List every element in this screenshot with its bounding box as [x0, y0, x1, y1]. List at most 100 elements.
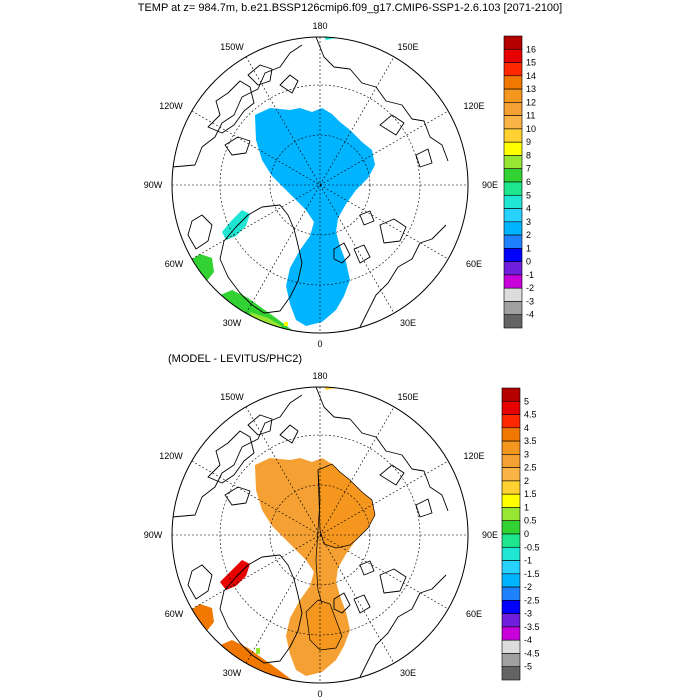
bottom-colorbar-box — [501, 480, 521, 495]
top-colorbar-label: 10 — [526, 124, 536, 134]
top-colorbar-box — [503, 128, 523, 143]
top-colorbar-box — [503, 287, 523, 302]
top-colorbar-box — [503, 301, 523, 316]
top-lon-label-90w: 90W — [144, 180, 163, 190]
top-colorbar-label: 15 — [526, 58, 536, 68]
top-colorbar-box — [503, 221, 523, 236]
bottom-colorbar-label: 4 — [524, 423, 529, 433]
bottom-colorbar-label: 2 — [524, 476, 529, 486]
top-colorbar-label: 6 — [526, 177, 531, 187]
bottom-colorbar-label: -1.5 — [524, 569, 540, 579]
top-colorbar-box — [503, 155, 523, 170]
bottom-colorbar-box — [501, 520, 521, 535]
top-lon-label-120e: 120E — [463, 101, 484, 111]
top-colorbar-label: 16 — [526, 44, 536, 54]
bottom-nansen-contour-field — [305, 599, 343, 651]
top-longitude-labels: 180 150E 120E 90E 60E 30E 0 30W 60W 90W … — [144, 21, 498, 349]
top-colorbar-box — [503, 62, 523, 77]
bottom-colorbar-box — [501, 626, 521, 641]
top-colorbar-box — [503, 88, 523, 103]
top-nordic-field — [218, 290, 292, 333]
bottom-lon-label-0: 0 — [317, 689, 322, 699]
top-colorbar-label: 1 — [526, 243, 531, 253]
top-colorbar-box — [503, 181, 523, 196]
top-colorbar-label: 0 — [526, 257, 531, 267]
bottom-lon-label-90w: 90W — [144, 530, 163, 540]
bottom-colorbar-box — [501, 440, 521, 455]
bottom-colorbar-box — [501, 414, 521, 429]
bottom-colorbar-box — [501, 560, 521, 575]
bottom-lon-label-60w: 60W — [165, 609, 184, 619]
bottom-lon-label-60e: 60E — [466, 609, 482, 619]
bottom-baffin-field — [220, 560, 250, 590]
top-lon-label-90e: 90E — [482, 180, 498, 190]
bottom-colorbar-box — [501, 613, 521, 628]
bottom-colorbar: 5 4.5 4 3.5 3 2.5 2 1.5 1 0.5 0 -0.5 -1 -1.5 -2 -2.5 -3 -… — [501, 387, 540, 681]
top-colorbar-label: 13 — [526, 84, 536, 94]
bottom-colorbar-box — [501, 586, 521, 601]
top-colorbar-box — [503, 141, 523, 156]
top-lon-label-150w: 150W — [220, 42, 244, 52]
top-pacific-spot — [322, 37, 336, 40]
bottom-colorbar-label: 3.5 — [524, 436, 537, 446]
top-colorbar-box — [503, 48, 523, 63]
top-colorbar-label: -3 — [526, 296, 534, 306]
bottom-lon-label-180: 180 — [312, 371, 327, 381]
bottom-colorbar-box — [501, 507, 521, 522]
bottom-colorbar-label: -4.5 — [524, 648, 540, 658]
bottom-colorbar-box — [501, 427, 521, 442]
bottom-lon-label-150w: 150W — [220, 392, 244, 402]
bottom-colorbar-box — [501, 387, 521, 402]
top-lon-label-30e: 30E — [400, 318, 416, 328]
bottom-lon-label-120w: 120W — [159, 451, 183, 461]
difference-subtitle: (MODEL - LEVITUS/PHC2) — [168, 353, 303, 365]
top-colorbar-label: -4 — [526, 310, 534, 320]
top-colorbar-box — [503, 75, 523, 90]
bottom-colorbar-label: -5 — [524, 662, 532, 672]
top-arctic-basin-field — [255, 108, 375, 326]
bottom-colorbar-label: -0.5 — [524, 542, 540, 552]
top-colorbar-label: 14 — [526, 71, 536, 81]
top-colorbar-label: 7 — [526, 164, 531, 174]
bottom-colorbar-box — [501, 400, 521, 415]
bottom-colorbar-box — [501, 533, 521, 548]
top-colorbar-label: 11 — [526, 111, 535, 121]
top-map-panel — [171, 36, 469, 334]
plot-title: TEMP at z= 984.7m, b.e21.BSSP126cmip6.f0… — [137, 2, 563, 14]
top-colorbar-label: 9 — [526, 137, 531, 147]
bottom-colorbar-box — [501, 454, 521, 468]
top-colorbar-box — [503, 274, 523, 289]
bottom-colorbar-label: 5 — [524, 396, 529, 406]
bottom-colorbar-label: 1 — [524, 502, 529, 512]
bottom-lon-label-150e: 150E — [397, 392, 418, 402]
top-lon-label-30w: 30W — [223, 318, 242, 328]
bottom-colorbar-label: 4.5 — [524, 410, 537, 420]
top-colorbar-box — [503, 168, 523, 183]
top-colorbar-box — [503, 35, 523, 50]
bottom-colorbar-box — [501, 639, 521, 654]
bottom-colorbar-label: -3 — [524, 609, 532, 619]
top-colorbar-box — [503, 194, 523, 209]
top-colorbar-label: 12 — [526, 97, 536, 107]
top-colorbar-box — [503, 248, 523, 262]
bottom-lon-label-30e: 30E — [400, 668, 416, 678]
top-baffin-field — [222, 210, 250, 240]
top-colorbar-label: 3 — [526, 217, 531, 227]
bottom-colorbar-box — [501, 573, 521, 588]
bottom-longitude-labels: 180 150E 120E 90E 60E 30E 0 30W 60W 90W … — [144, 371, 498, 699]
top-colorbar-box — [503, 115, 523, 130]
bottom-colorbar-label: -2 — [524, 582, 532, 592]
bottom-colorbar-label: -2.5 — [524, 595, 540, 605]
bottom-colorbar-label: -3.5 — [524, 622, 540, 632]
bottom-colorbar-box — [501, 666, 521, 681]
top-lon-label-60w: 60W — [165, 259, 184, 269]
top-lon-label-60e: 60E — [466, 259, 482, 269]
bottom-colorbar-box — [501, 493, 521, 508]
bottom-colorbar-label: 3 — [524, 449, 529, 459]
top-colorbar-box — [503, 261, 523, 276]
top-lon-label-150e: 150E — [397, 42, 418, 52]
top-lon-label-0: 0 — [317, 339, 322, 349]
bottom-colorbar-label: -4 — [524, 635, 532, 645]
